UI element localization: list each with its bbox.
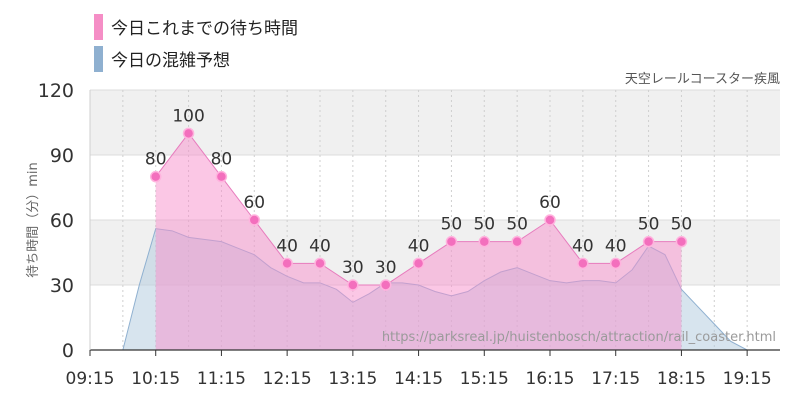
legend-label-forecast: 今日の混雑予想 bbox=[111, 51, 230, 71]
y-tick-label: 120 bbox=[38, 80, 74, 102]
actual-point bbox=[675, 235, 688, 248]
data-label: 50 bbox=[671, 215, 693, 235]
actual-point bbox=[577, 257, 589, 270]
legend: 今日これまでの待ち時間 今日の混雑予想 bbox=[94, 14, 298, 72]
x-tick-label: 18:15 bbox=[657, 369, 706, 389]
data-label: 40 bbox=[276, 236, 298, 256]
y-tick-label: 0 bbox=[62, 340, 74, 362]
data-label: 40 bbox=[408, 236, 430, 256]
actual-point bbox=[379, 279, 392, 291]
y-axis-label: 待ち時間（分）min bbox=[26, 162, 41, 278]
x-tick-label: 15:15 bbox=[460, 369, 509, 389]
x-tick-label: 11:15 bbox=[197, 369, 246, 389]
source-url: https://parksreal.jp/huistenbosch/attrac… bbox=[382, 330, 776, 345]
grid-band bbox=[90, 90, 780, 155]
y-tick-label: 60 bbox=[50, 210, 74, 232]
data-label: 50 bbox=[638, 215, 660, 235]
actual-point bbox=[182, 127, 195, 140]
data-label: 60 bbox=[539, 193, 561, 213]
y-tick-label: 90 bbox=[50, 145, 74, 167]
data-label: 50 bbox=[441, 215, 463, 235]
data-label: 40 bbox=[309, 236, 331, 256]
actual-point bbox=[544, 214, 556, 226]
actual-point bbox=[314, 257, 326, 270]
actual-point bbox=[609, 257, 622, 270]
data-label: 80 bbox=[145, 150, 167, 170]
actual-point bbox=[478, 235, 491, 248]
data-points bbox=[149, 127, 688, 291]
x-tick-label: 17:15 bbox=[591, 369, 640, 389]
x-tick-label: 16:15 bbox=[526, 369, 575, 389]
actual-point bbox=[281, 257, 293, 270]
chart-title: 天空レールコースター疾風 bbox=[625, 72, 780, 87]
legend-label-actual: 今日これまでの待ち時間 bbox=[111, 19, 298, 39]
actual-point bbox=[445, 235, 458, 248]
legend-swatch-forecast bbox=[94, 46, 103, 72]
actual-point bbox=[412, 257, 425, 270]
x-tick-label: 13:15 bbox=[328, 369, 377, 389]
x-tick-label: 19:15 bbox=[723, 369, 772, 389]
actual-area bbox=[155, 133, 682, 350]
data-label: 30 bbox=[342, 258, 364, 278]
actual-point bbox=[511, 235, 523, 248]
data-labels: 80 100 80 60 40 40 30 30 40 50 50 50 60 40 40 50 50 bbox=[145, 106, 692, 278]
data-label: 40 bbox=[605, 236, 627, 256]
data-label: 30 bbox=[375, 258, 397, 278]
data-label: 50 bbox=[473, 215, 495, 235]
data-label: 50 bbox=[506, 215, 528, 235]
actual-point bbox=[347, 279, 359, 291]
data-label: 60 bbox=[243, 193, 265, 213]
axes: 0 30 60 90 120 09:15 10:15 11:15 12:15 13:15 14:15… bbox=[38, 80, 780, 389]
actual-point bbox=[149, 170, 162, 183]
data-label: 80 bbox=[211, 150, 233, 170]
actual-point bbox=[248, 214, 261, 226]
data-label: 40 bbox=[572, 236, 594, 256]
data-label: 100 bbox=[172, 106, 204, 126]
x-tick-label: 10:15 bbox=[131, 369, 180, 389]
actual-point bbox=[215, 170, 228, 183]
x-tick-label: 12:15 bbox=[263, 369, 312, 389]
y-tick-label: 30 bbox=[50, 275, 74, 297]
x-tick-label: 09:15 bbox=[66, 369, 115, 389]
x-tick-label: 14:15 bbox=[394, 369, 443, 389]
legend-swatch-actual bbox=[94, 14, 103, 40]
actual-point bbox=[642, 235, 655, 248]
